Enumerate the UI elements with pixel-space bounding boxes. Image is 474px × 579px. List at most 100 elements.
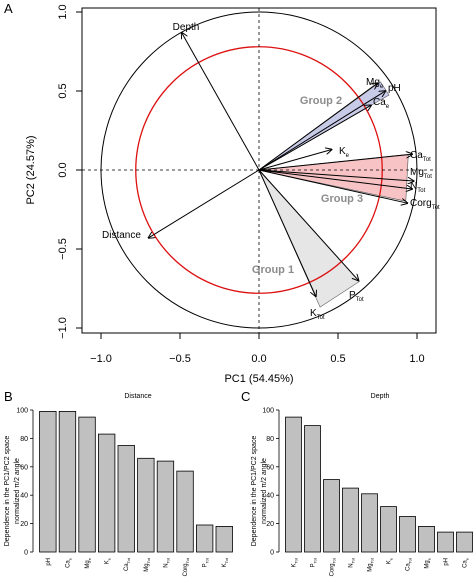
vector-label-base: Mg (366, 77, 380, 88)
bar (285, 416, 302, 553)
bar-category-label-base: Ca (124, 563, 130, 571)
y-tick-label: 0 (270, 550, 274, 557)
bar-category-label: CaTot (124, 557, 131, 571)
y-tick-label: 20 (20, 521, 28, 528)
bar-category-label: CorgTot (330, 557, 337, 576)
bar-category-label-subscript: Tot (370, 557, 375, 563)
group-label-3: Group 3 (321, 193, 363, 205)
x-tick-label: 1.0 (409, 353, 424, 365)
bar-category-label-subscript: Tot (205, 557, 210, 563)
vector-label-base: Distance (102, 230, 141, 241)
y-axis-title: Dependence in the PC1/PC2 space (4, 436, 11, 547)
loading-vector (258, 169, 414, 181)
bar-category-label-subscript: Tot (224, 557, 229, 563)
bar (117, 445, 135, 553)
panel-label-a: A (4, 1, 13, 16)
vector-label-base: Ca (410, 150, 423, 161)
y-tick-label: 80 (20, 436, 28, 443)
bar-category-label: KTot (222, 557, 229, 567)
vector-label-base: Depth (173, 22, 200, 33)
vector-label-subscript: Tot (356, 297, 364, 303)
bar-category-label-base: Mg (425, 560, 431, 568)
bar-category-label-subscript: Tot (351, 557, 356, 563)
loading-vector (258, 149, 332, 171)
bar-category-label: MgTot (144, 557, 151, 572)
bar-category-label: Mge (425, 557, 432, 568)
vector-label-base: Ca (373, 97, 386, 108)
y-tick-label: 0 (24, 550, 28, 557)
group-label-2: Group 2 (300, 95, 342, 107)
bar-category-label-subscript: e (87, 557, 92, 560)
vector-label: NTot (410, 181, 426, 194)
bar-category-label: NTot (163, 557, 170, 568)
y-tick-label: 40 (266, 493, 274, 500)
bar (399, 516, 416, 553)
bar-category-label-subscript: Tot (294, 557, 299, 563)
bar (418, 526, 435, 553)
y-tick-label: −0.5 (57, 238, 69, 260)
y-tick-label: 100 (262, 408, 274, 415)
vector-label: Cae (373, 97, 390, 110)
bar-chart-title: Depth (371, 393, 390, 400)
y-tick-label: 100 (16, 408, 28, 415)
vector-label: Ke (339, 146, 350, 159)
bar-category-label-subscript: e (107, 557, 112, 560)
loading-vector (258, 169, 316, 296)
bar-category-label: NTot (349, 557, 356, 568)
bar-category-label: CorgTot (183, 557, 190, 576)
y-tick-label: 20 (266, 521, 274, 528)
bar-category-label: pH (444, 558, 450, 566)
bar-category-label-base: Corg (330, 563, 336, 576)
vector-label-base: N (410, 181, 417, 192)
bar (456, 531, 473, 553)
x-tick-label: −1.0 (90, 353, 112, 365)
vector-label: Mge (366, 77, 384, 90)
bar (58, 410, 77, 553)
bar-category-label-base: Ca (463, 560, 469, 568)
vector-label-base: pH (388, 83, 401, 94)
vector-label-base: P (349, 290, 356, 301)
y-axis-title: PC2 (24.57%) (25, 135, 37, 204)
bar-category-label-base: K (292, 563, 298, 567)
y-tick-label: 0.0 (57, 162, 69, 177)
bar (380, 506, 397, 553)
bar-category-label-subscript: Tot (408, 557, 413, 563)
y-tick-label: 0.5 (57, 83, 69, 98)
vector-label: Depth (173, 22, 200, 33)
bar (215, 526, 233, 553)
bar-chart-distance: Distance 0 20 40 60 80 100 Dependence in the PC… (4, 393, 233, 576)
panel-label-b: B (4, 389, 13, 404)
bar-category-label-base: pH (46, 558, 52, 566)
bar (361, 493, 378, 553)
loading-vector (258, 105, 371, 171)
bar-category-label-base: Ca (65, 560, 71, 568)
panel-label-c: C (241, 389, 250, 404)
vector-label: CaTot (410, 150, 431, 163)
bar-category-label-base: Mg (85, 560, 91, 568)
bar-category-label: PTot (311, 557, 318, 567)
vector-label-base: Mg (410, 167, 424, 178)
bar (195, 524, 214, 553)
bar-category-label: Cae (65, 557, 72, 568)
bar (98, 433, 116, 553)
loading-vector (258, 169, 359, 281)
x-tick-label: 0.5 (330, 353, 345, 365)
bar-category-label-base: Mg (144, 563, 150, 571)
bar-category-label-subscript: e (389, 557, 394, 560)
group-wedge-1 (258, 169, 360, 308)
bar-category-label-base: P (203, 563, 209, 567)
bar-chart-depth: Depth 0 20 40 60 80 100 Dependence in the PC1/P… (251, 393, 473, 576)
bar (342, 487, 359, 553)
bar-category-label: Cae (463, 557, 470, 568)
vector-label: CorgTot (410, 198, 440, 211)
bar-category-label-base: Mg (368, 563, 374, 571)
y-axis-title-2: normalized π/2 angle (261, 458, 268, 524)
bar-category-label-base: Ca (406, 563, 412, 571)
y-tick-label: 40 (20, 493, 28, 500)
bar-category-label-base: Corg (183, 563, 189, 576)
y-axis-title: Dependence in the PC1/PC2 space (251, 436, 258, 547)
bar-category-label-base: N (163, 563, 169, 567)
bar-category-label: KTot (292, 557, 299, 567)
vector-label-base: Corg (410, 198, 432, 209)
